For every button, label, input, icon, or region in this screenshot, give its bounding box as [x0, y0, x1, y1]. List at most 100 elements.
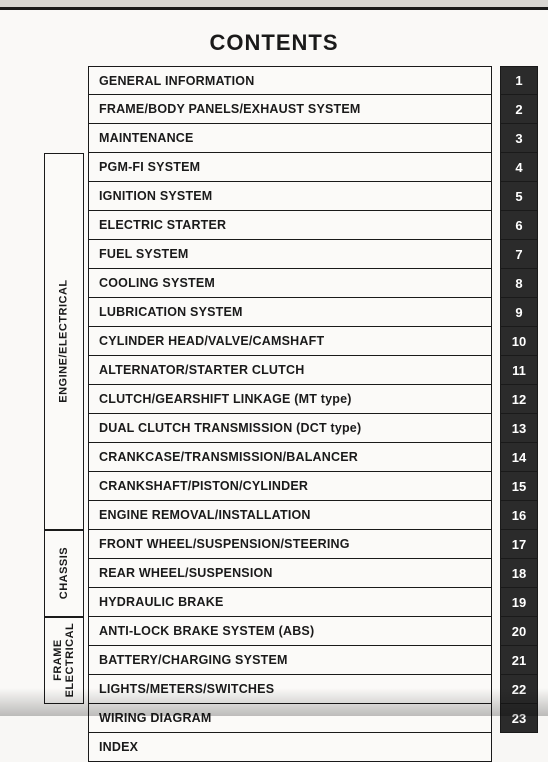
toc-row: CLUTCH/GEARSHIFT LINKAGE (MT type)12 — [44, 385, 548, 414]
right-pad — [538, 443, 548, 472]
section-gap — [44, 733, 88, 762]
right-pad — [538, 327, 548, 356]
chapter-number: 18 — [500, 559, 538, 588]
toc-row: FUEL SYSTEM 7 — [44, 240, 548, 269]
chapter-title: ALTERNATOR/STARTER CLUTCH — [88, 356, 492, 385]
num-gap — [492, 240, 500, 269]
right-pad — [538, 66, 548, 95]
chapter-number: 17 — [500, 530, 538, 559]
right-pad — [538, 733, 548, 762]
section-gap — [44, 124, 88, 153]
chapter-title: BATTERY/CHARGING SYSTEM — [88, 646, 492, 675]
chapter-title: FRAME/BODY PANELS/EXHAUST SYSTEM — [88, 95, 492, 124]
section-gap — [44, 95, 88, 124]
right-pad — [538, 211, 548, 240]
chapter-number: 14 — [500, 443, 538, 472]
toc-row: MAINTENANCE 3 — [44, 124, 548, 153]
right-pad — [538, 646, 548, 675]
right-pad — [538, 559, 548, 588]
chapter-title: ENGINE REMOVAL/INSTALLATION — [88, 501, 492, 530]
right-pad — [538, 501, 548, 530]
right-pad — [538, 269, 548, 298]
section-label: CHASSIS — [44, 530, 84, 617]
num-gap — [492, 211, 500, 240]
toc-row: ENGINE REMOVAL/INSTALLATION 16 — [44, 501, 548, 530]
toc-row: REAR WHEEL/SUSPENSION 18 — [44, 559, 548, 588]
num-gap — [492, 356, 500, 385]
num-gap — [492, 472, 500, 501]
section-label: ENGINE/ELECTRICAL — [44, 153, 84, 530]
chapter-number: 3 — [500, 124, 538, 153]
chapter-title: ANTI-LOCK BRAKE SYSTEM (ABS) — [88, 617, 492, 646]
chapter-title: IGNITION SYSTEM — [88, 182, 492, 211]
toc-row: HYDRAULIC BRAKE19 — [44, 588, 548, 617]
chapter-title: CRANKCASE/TRANSMISSION/BALANCER — [88, 443, 492, 472]
section-gap — [44, 66, 88, 95]
toc-row: ANTI-LOCK BRAKE SYSTEM (ABS) 20 — [44, 617, 548, 646]
right-pad — [538, 414, 548, 443]
section-label-text: CHASSIS — [58, 547, 70, 599]
right-pad — [538, 617, 548, 646]
toc-row: IGNITION SYSTEM5 — [44, 182, 548, 211]
num-gap — [492, 385, 500, 414]
num-gap — [492, 414, 500, 443]
toc-row: BATTERY/CHARGING SYSTEM 21 — [44, 646, 548, 675]
chapter-title: FRONT WHEEL/SUSPENSION/STEERING — [88, 530, 492, 559]
chapter-number: 11 — [500, 356, 538, 385]
chapter-title: COOLING SYSTEM — [88, 269, 492, 298]
num-gap — [492, 153, 500, 182]
chapter-number: 7 — [500, 240, 538, 269]
chapter-number: 20 — [500, 617, 538, 646]
toc-row: PGM-FI SYSTEM 4 — [44, 153, 548, 182]
num-gap — [492, 298, 500, 327]
num-gap — [492, 66, 500, 95]
toc-row: CRANKCASE/TRANSMISSION/BALANCER 14 — [44, 443, 548, 472]
toc-row: GENERAL INFORMATION1 — [44, 66, 548, 95]
chapter-number: 10 — [500, 327, 538, 356]
toc-row: ALTERNATOR/STARTER CLUTCH 11 — [44, 356, 548, 385]
num-gap — [492, 588, 500, 617]
chapter-title: REAR WHEEL/SUSPENSION — [88, 559, 492, 588]
num-gap — [492, 124, 500, 153]
chapter-number: 1 — [500, 66, 538, 95]
right-pad — [538, 588, 548, 617]
chapter-number: 6 — [500, 211, 538, 240]
num-gap — [492, 559, 500, 588]
chapter-title: LUBRICATION SYSTEM — [88, 298, 492, 327]
chapter-number: 8 — [500, 269, 538, 298]
right-pad — [538, 124, 548, 153]
top-border — [0, 0, 548, 10]
page: CONTENTS GENERAL INFORMATION1FRAME/BODY … — [0, 0, 548, 716]
chapter-title: FUEL SYSTEM — [88, 240, 492, 269]
section-label-text: ENGINE/ELECTRICAL — [58, 280, 70, 403]
chapter-number: 13 — [500, 414, 538, 443]
chapter-title: MAINTENANCE — [88, 124, 492, 153]
chapter-number: 16 — [500, 501, 538, 530]
section-label-text: FRAMEELECTRICAL — [52, 623, 76, 698]
num-gap — [492, 733, 500, 762]
right-pad — [538, 95, 548, 124]
right-pad — [538, 240, 548, 269]
chapter-number — [500, 733, 538, 762]
num-gap — [492, 530, 500, 559]
chapter-title: ELECTRIC STARTER — [88, 211, 492, 240]
toc-row: LUBRICATION SYSTEM 9 — [44, 298, 548, 327]
chapter-number: 4 — [500, 153, 538, 182]
chapter-number: 12 — [500, 385, 538, 414]
num-gap — [492, 95, 500, 124]
right-pad — [538, 472, 548, 501]
num-gap — [492, 443, 500, 472]
bottom-shadow — [0, 688, 548, 716]
num-gap — [492, 269, 500, 298]
right-pad — [538, 298, 548, 327]
num-gap — [492, 617, 500, 646]
toc-row: FRONT WHEEL/SUSPENSION/STEERING 17 — [44, 530, 548, 559]
right-pad — [538, 153, 548, 182]
contents-title: CONTENTS — [0, 30, 548, 56]
chapter-title: CYLINDER HEAD/VALVE/CAMSHAFT — [88, 327, 492, 356]
chapter-number: 21 — [500, 646, 538, 675]
chapter-title: CRANKSHAFT/PISTON/CYLINDER — [88, 472, 492, 501]
chapter-number: 9 — [500, 298, 538, 327]
chapter-title: PGM-FI SYSTEM — [88, 153, 492, 182]
right-pad — [538, 385, 548, 414]
